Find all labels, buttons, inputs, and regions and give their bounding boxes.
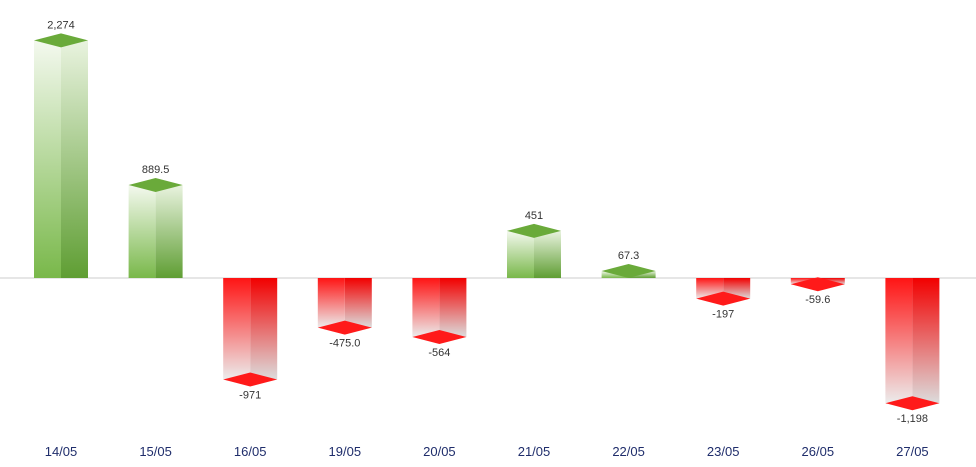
category-label: 21/05	[518, 444, 551, 459]
value-label: -564	[428, 347, 450, 359]
value-label: 451	[525, 210, 543, 222]
bar-14/05	[34, 33, 88, 278]
bar-face-right	[250, 278, 278, 380]
bar-26/05	[790, 277, 845, 292]
value-label: 67.3	[618, 250, 639, 262]
category-label: 26/05	[802, 444, 835, 459]
bar-cap	[34, 33, 88, 48]
value-label: -475.0	[329, 338, 360, 350]
bar-cap	[317, 320, 372, 335]
bar-22/05	[601, 263, 656, 278]
value-label: -971	[239, 389, 261, 401]
value-label: 2,274	[47, 19, 75, 31]
bar-face-right	[439, 278, 467, 337]
bar-face-left	[128, 185, 156, 278]
category-label: 15/05	[139, 444, 172, 459]
bar-16/05	[223, 278, 278, 387]
bar-21/05	[507, 223, 561, 278]
value-label: -1,198	[897, 413, 928, 425]
bar-face-left	[601, 270, 629, 278]
category-label: 22/05	[612, 444, 645, 459]
bar-cap	[601, 263, 656, 278]
labels-group: 2,274 14/05 889.5 15/05 -971 16/05 -475.0 19/05…	[45, 19, 929, 459]
bars-group	[34, 33, 940, 411]
bar-cap	[507, 223, 561, 238]
category-label: 27/05	[896, 444, 929, 459]
bar-face-left	[885, 278, 913, 404]
bar-23/05	[696, 278, 751, 306]
bar-cap	[696, 291, 751, 306]
bar-face-left	[317, 278, 345, 328]
bar-cap	[885, 396, 940, 411]
bar-face-left	[507, 230, 534, 278]
bar-face-right	[155, 185, 183, 278]
bar-15/05	[128, 178, 183, 278]
bar-20/05	[412, 278, 467, 344]
bar-face-right	[912, 278, 940, 404]
value-label: 889.5	[142, 164, 170, 176]
category-label: 19/05	[329, 444, 362, 459]
category-label: 23/05	[707, 444, 740, 459]
bar-face-left	[34, 40, 61, 278]
bar-face-right	[534, 230, 561, 278]
bar-face-right	[344, 278, 372, 328]
bar-cap	[790, 277, 845, 292]
value-label: -59.6	[805, 294, 830, 306]
bar-27/05	[885, 278, 940, 411]
category-label: 14/05	[45, 444, 78, 459]
bar-19/05	[317, 278, 372, 335]
category-label: 16/05	[234, 444, 267, 459]
bar-face-right	[61, 40, 88, 278]
value-label: -197	[712, 309, 734, 321]
bar-cap	[412, 329, 467, 344]
category-label: 20/05	[423, 444, 456, 459]
bar-face-left	[412, 278, 440, 337]
bar-cap	[128, 178, 183, 193]
bar-face-right	[628, 270, 656, 278]
bar-cap	[223, 372, 278, 387]
bar-face-left	[223, 278, 251, 380]
